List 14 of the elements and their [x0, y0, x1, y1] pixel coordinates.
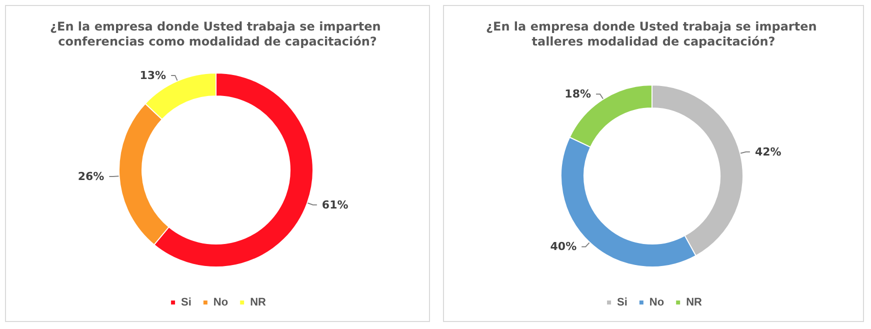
chart-title: ¿En la empresa donde Usted trabaja se imparten conferencias como modalidad de capacitación? [50, 20, 385, 48]
data-label: 18% [564, 88, 592, 101]
data-label: 42% [754, 145, 782, 158]
data-label: 61% [322, 198, 348, 212]
data-label: 13% [140, 68, 166, 82]
chart-title: ¿En la empresa donde Usted trabaja se imparten talleres modalidad de capacitación? [486, 20, 821, 48]
legend-label: No [649, 296, 664, 308]
legend-label: NR [686, 296, 702, 308]
data-label: 26% [78, 170, 104, 183]
legend-label: Si [181, 296, 192, 308]
data-label: 40% [550, 240, 577, 254]
legend-label: Si [617, 296, 628, 308]
legend-label: NR [250, 296, 266, 308]
legend-label: No [213, 296, 228, 308]
